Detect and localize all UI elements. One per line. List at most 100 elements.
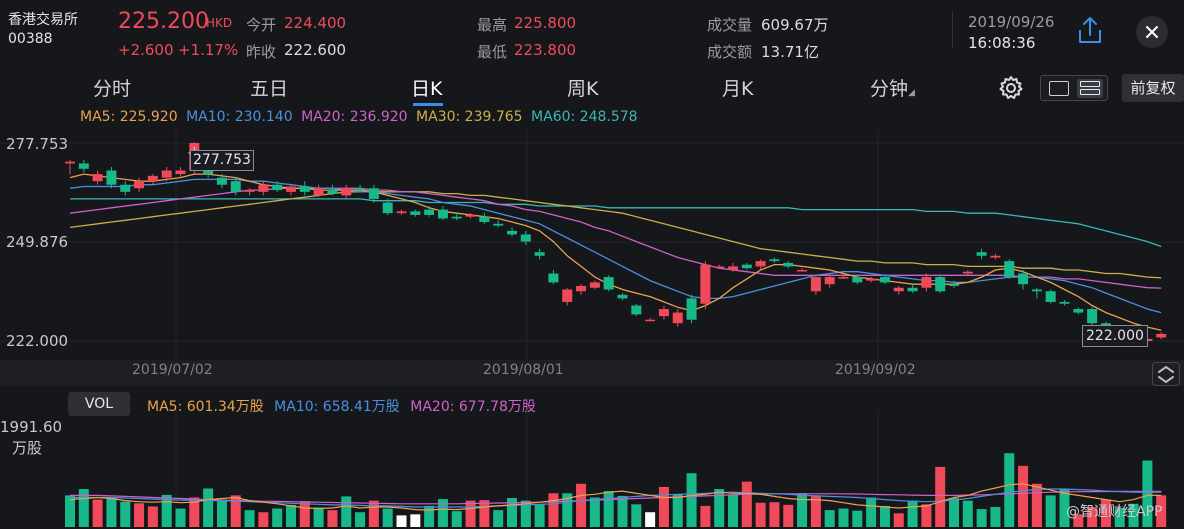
candle-body — [258, 184, 269, 192]
volume-bar — [866, 497, 877, 527]
collapse-button[interactable] — [1152, 362, 1180, 386]
share-upload-icon[interactable] — [1075, 14, 1105, 46]
candle-body — [797, 269, 808, 272]
candle-body — [879, 277, 890, 283]
candle-body — [686, 298, 697, 320]
volume-bar — [534, 504, 545, 527]
volume-bar — [134, 503, 145, 527]
candle-body — [962, 271, 973, 274]
volume-bar — [1018, 465, 1029, 527]
volume-bar — [507, 498, 517, 527]
tab-monthly-k[interactable]: 月K — [722, 78, 754, 100]
candle-body — [327, 190, 338, 194]
candle-body — [368, 188, 379, 199]
volume-bar — [852, 510, 863, 527]
gear-icon[interactable] — [997, 74, 1025, 102]
date-axis — [0, 360, 1184, 386]
volume-bar — [576, 483, 587, 527]
low-value: 223.800 — [514, 41, 577, 59]
price-axis-mid: 249.876 — [6, 233, 69, 251]
price-change-pct: +1.17% — [178, 41, 239, 59]
volume-bar — [216, 499, 227, 527]
volume-bar — [355, 512, 366, 527]
vol-ma10-legend: MA10: 658.41万股 — [274, 399, 400, 415]
volume-bar — [120, 501, 131, 527]
candle-body — [824, 277, 835, 285]
volume-bar — [990, 506, 1001, 527]
volume-bar — [1142, 460, 1153, 527]
open-value: 224.400 — [284, 14, 347, 32]
candle-body — [106, 170, 117, 185]
single-panel-icon[interactable] — [1049, 81, 1069, 96]
volume-bar — [286, 504, 296, 527]
candle-body — [1004, 261, 1015, 278]
candle-body — [479, 216, 490, 223]
candle-body — [783, 262, 794, 267]
candle-body — [949, 284, 959, 286]
candlestick-chart[interactable] — [0, 130, 1184, 380]
volume-bar — [879, 505, 890, 527]
volume-bar — [1031, 483, 1042, 527]
candle-body — [728, 266, 738, 270]
candle-body — [1059, 301, 1070, 304]
candle-body — [355, 188, 366, 191]
candle-body — [700, 264, 711, 304]
volume-bar — [893, 513, 904, 527]
candle-body — [866, 278, 877, 281]
volume-bar — [1004, 453, 1015, 527]
volume-bar — [258, 512, 269, 527]
volume-bar — [755, 502, 766, 527]
volume-bar — [272, 508, 283, 527]
double-panel-icon[interactable] — [1077, 79, 1103, 98]
volume-chart[interactable] — [0, 410, 1184, 529]
volume-bar — [465, 500, 476, 527]
candle-body — [990, 255, 1001, 258]
tab-minute-label: 分钟 — [870, 78, 909, 100]
adjust-button[interactable]: 前复权 — [1122, 74, 1184, 102]
ma20-legend: MA20: 236.920 — [301, 109, 408, 125]
candle-body — [907, 287, 918, 292]
high-label: 最高 — [477, 16, 508, 34]
vol-button[interactable]: VOL — [68, 392, 130, 416]
ma5-legend: MA5: 225.920 — [80, 109, 178, 125]
tab-minute[interactable]: 分钟◢ — [870, 74, 915, 101]
candle-body — [1156, 333, 1167, 338]
volume-bar — [437, 499, 448, 527]
tab-daily-k[interactable]: 日K — [411, 78, 443, 100]
volume-bar — [921, 504, 932, 527]
candle-body — [244, 190, 255, 192]
volume-bar — [327, 510, 338, 527]
low-label: 最低 — [477, 43, 508, 61]
candle-body — [286, 186, 296, 192]
volume-bar — [396, 515, 407, 527]
candle-body — [658, 309, 669, 317]
date-label-september: 2019/09/02 — [835, 362, 916, 378]
candle-body — [65, 161, 75, 164]
tab-intraday[interactable]: 分时 — [93, 78, 132, 100]
ma-legend: MA5: 225.920 MA10: 230.140 MA20: 236.920… — [80, 109, 638, 125]
close-button[interactable] — [1136, 16, 1168, 48]
volume-bar — [341, 496, 352, 527]
volume-bar — [230, 495, 241, 527]
tab-weekly-k[interactable]: 周K — [567, 78, 599, 100]
quote-date: 2019/09/26 — [968, 13, 1055, 31]
volume-bar — [962, 500, 973, 527]
volume-bar — [424, 505, 435, 527]
ma60-legend: MA60: 248.578 — [531, 109, 638, 125]
volume-bar — [1114, 508, 1125, 527]
volume-bar — [520, 500, 531, 527]
candle-body — [410, 211, 421, 215]
candle-body — [603, 277, 614, 290]
candle-body — [921, 277, 932, 288]
candle-body — [589, 282, 600, 288]
ma20-line — [69, 187, 1162, 289]
volume-bar — [949, 498, 959, 527]
candle-body — [755, 261, 766, 267]
max-price-marker: 277.753 — [190, 150, 254, 171]
candle-body — [78, 163, 89, 169]
volume-value: 609.67万 — [761, 16, 829, 34]
candle-body — [230, 181, 241, 192]
volume-bar — [797, 493, 808, 527]
tab-five-day[interactable]: 五日 — [250, 78, 289, 100]
